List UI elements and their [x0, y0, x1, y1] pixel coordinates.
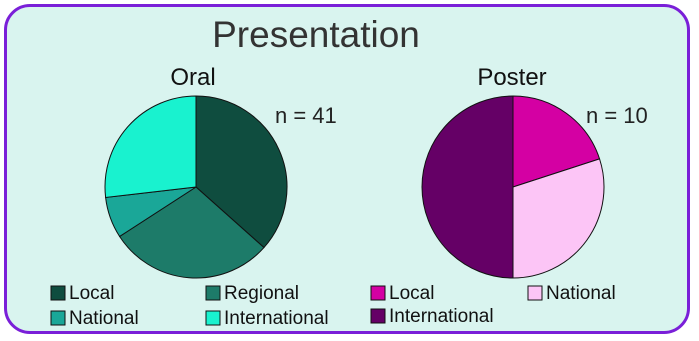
poster-slice-national	[512, 158, 605, 279]
poster-legend-label-local: Local	[389, 283, 434, 304]
poster-legend-swatch-national	[527, 285, 543, 301]
poster-legend-label-international: International	[389, 306, 494, 327]
oral-legend-label-local: Local	[69, 283, 114, 304]
oral-legend-swatch-regional	[205, 285, 221, 301]
poster-legend-swatch-local	[370, 285, 386, 301]
oral-pie	[104, 95, 288, 279]
oral-legend-swatch-local	[50, 285, 66, 301]
poster-n-label: n = 10	[586, 103, 648, 128]
poster-legend: Local National International	[370, 283, 616, 327]
oral-slice-local	[195, 95, 288, 249]
oral-legend-swatch-national	[50, 310, 66, 326]
poster-slice-local	[512, 95, 601, 188]
oral-legend-label-international: International	[224, 308, 329, 329]
poster-legend-swatch-international	[370, 308, 386, 324]
poster-legend-label-national: National	[546, 283, 616, 304]
oral-chart-title: Oral	[170, 64, 215, 91]
oral-slice-international	[104, 95, 197, 198]
figure-title: Presentation	[212, 14, 420, 55]
poster-chart: Poster n = 10	[421, 64, 648, 279]
poster-chart-title: Poster	[477, 64, 546, 91]
oral-slice-regional	[118, 186, 265, 279]
oral-legend: Local Regional National International	[50, 283, 329, 329]
oral-legend-label-national: National	[69, 308, 139, 329]
poster-pie	[421, 95, 605, 279]
oral-chart: Oral n = 41	[104, 64, 337, 279]
oral-legend-swatch-international	[205, 310, 221, 326]
oral-n-label: n = 41	[275, 103, 337, 128]
oral-legend-label-regional: Regional	[224, 283, 299, 304]
poster-slice-international	[421, 95, 514, 279]
